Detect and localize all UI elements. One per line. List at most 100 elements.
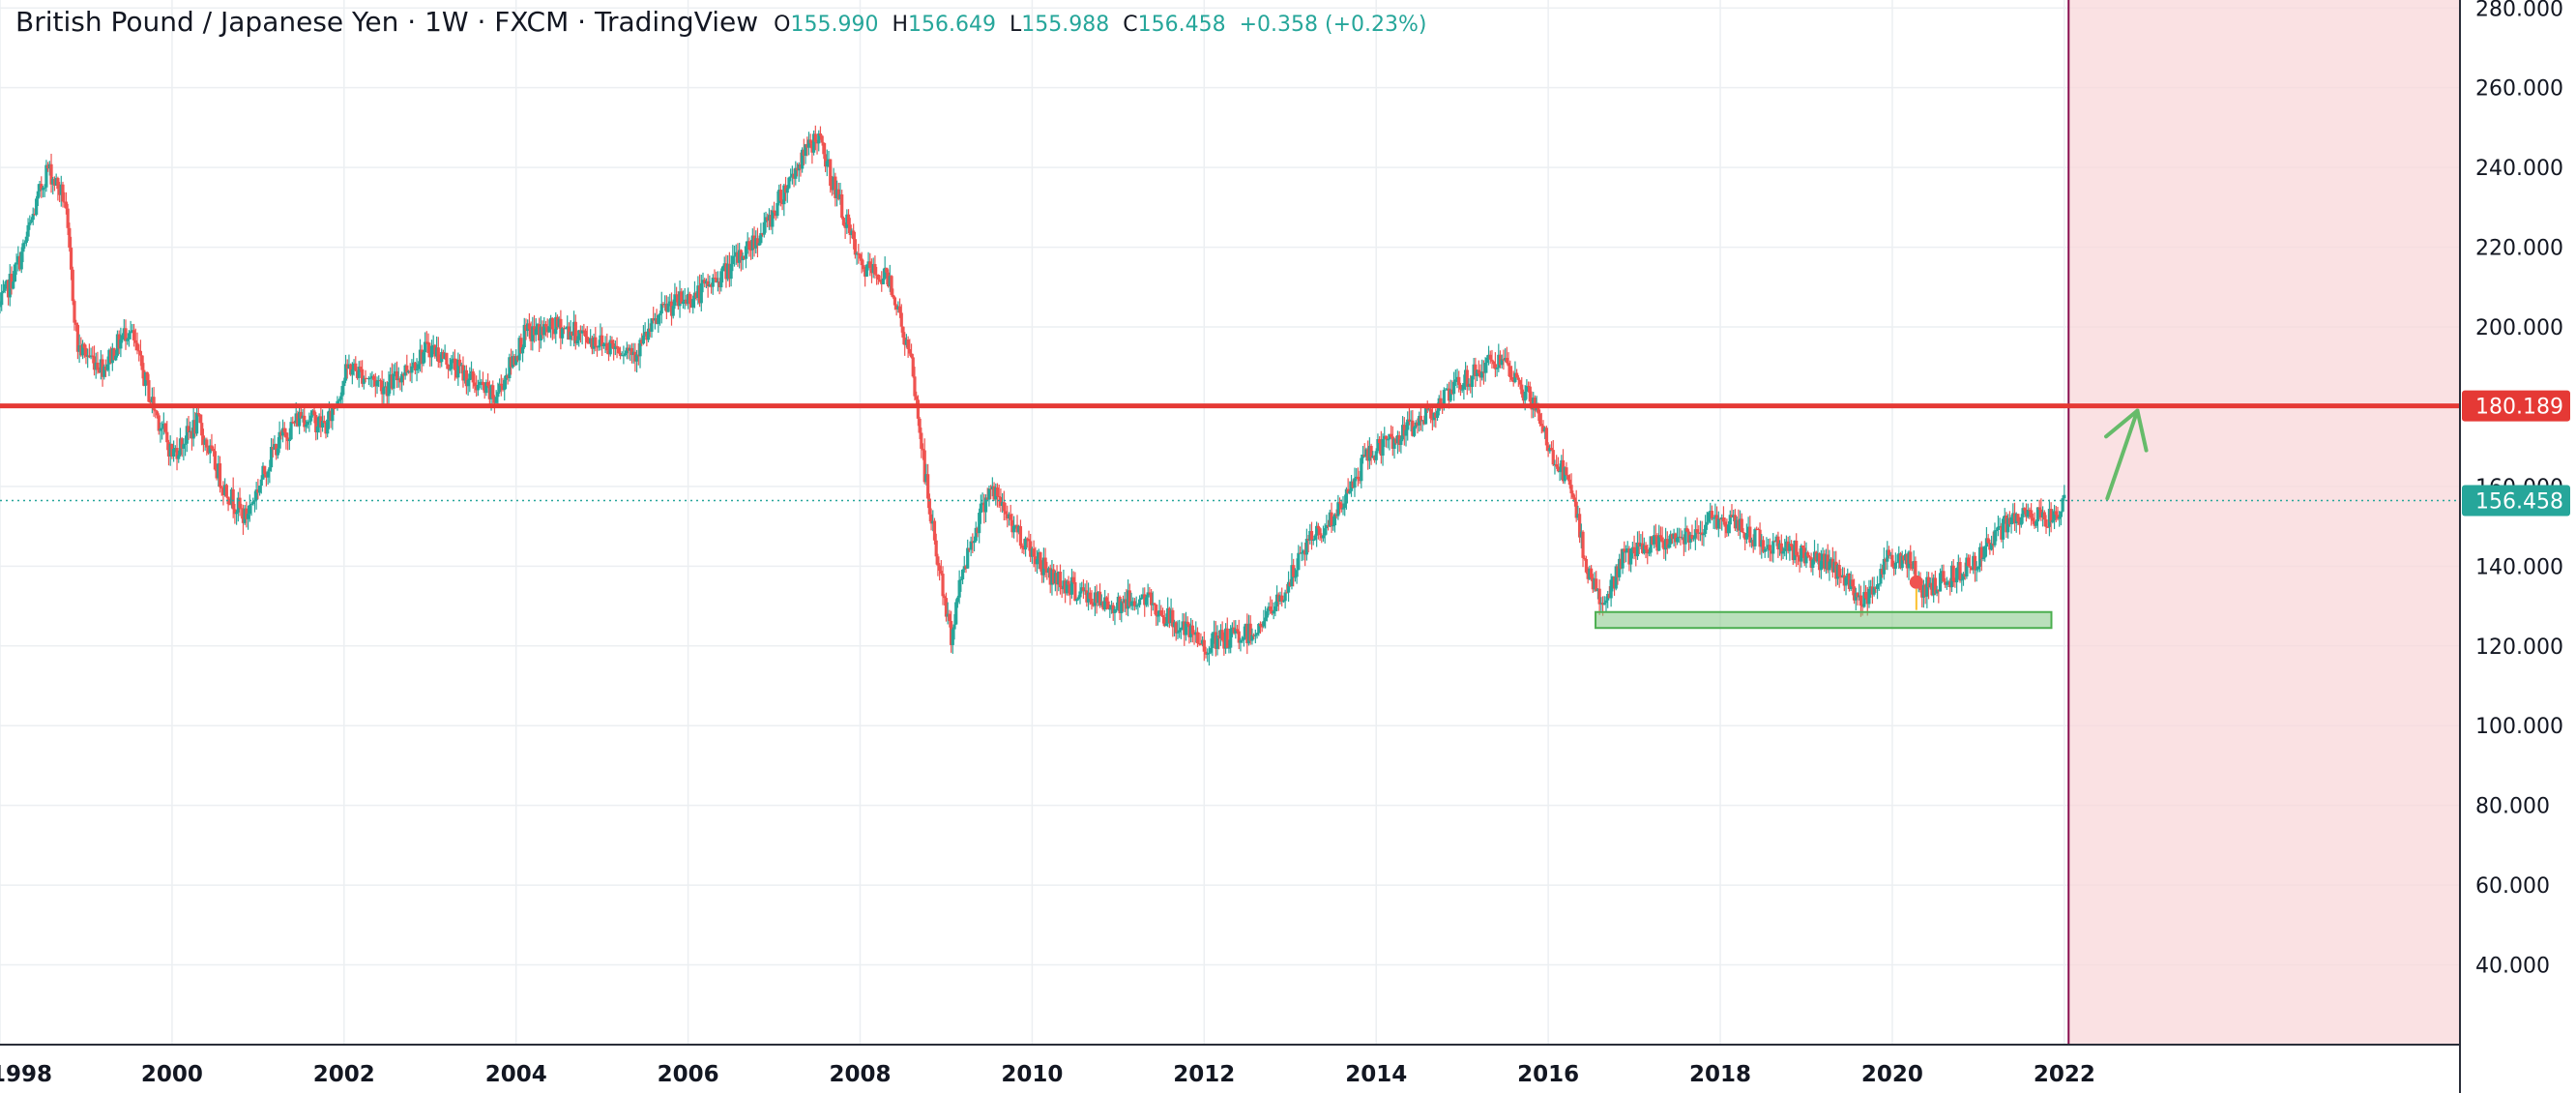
candle [424, 331, 428, 344]
candle [6, 279, 11, 306]
candle [764, 211, 768, 233]
candle [1253, 629, 1257, 644]
candle [1970, 567, 1974, 571]
candle [967, 547, 972, 552]
candle [2003, 508, 2006, 524]
candle [1058, 564, 1063, 595]
price-axis[interactable] [2460, 0, 2576, 1093]
candle [606, 341, 611, 362]
candle [154, 408, 158, 419]
candle [481, 371, 485, 391]
candle [909, 343, 914, 359]
candle [1108, 605, 1112, 618]
candle [1779, 534, 1783, 561]
candle [1092, 602, 1096, 607]
candle [229, 487, 234, 509]
symbol-title[interactable]: British Pound / Japanese Yen · 1W · FXCM… [15, 6, 759, 38]
candle [66, 203, 70, 236]
candle [77, 334, 81, 364]
candle [1830, 557, 1833, 568]
candle [746, 232, 749, 254]
candle [87, 343, 91, 359]
candle [1991, 531, 1995, 555]
candle [995, 483, 1000, 508]
candle [102, 364, 106, 380]
candle [273, 435, 277, 451]
candle [331, 407, 335, 430]
candle [349, 363, 353, 376]
candle [1470, 375, 1475, 399]
candle [2028, 507, 2032, 519]
candle [1504, 348, 1508, 363]
candle [750, 228, 754, 259]
arrow-shaft [2105, 408, 2140, 501]
candle [634, 349, 639, 373]
candle [491, 380, 495, 404]
candle [1217, 630, 1221, 650]
candle [122, 319, 126, 341]
upward-arrow-drawing[interactable] [2104, 408, 2149, 501]
candle [75, 322, 79, 360]
candle [1865, 586, 1869, 616]
candle [738, 243, 742, 269]
candle [680, 287, 684, 305]
candle [834, 172, 837, 207]
candle [972, 536, 977, 552]
candle [69, 236, 73, 281]
candle [666, 296, 670, 313]
candle [143, 371, 148, 397]
candle [1446, 383, 1449, 391]
candle [1283, 589, 1287, 609]
candle [823, 143, 828, 172]
candle [964, 564, 968, 574]
candle [908, 339, 912, 356]
candle [1025, 537, 1029, 548]
candle [359, 360, 363, 372]
candle [959, 576, 963, 592]
chart-legend[interactable]: British Pound / Japanese Yen · 1W · FXCM… [15, 6, 1427, 38]
candle [1589, 565, 1594, 581]
candle [1669, 530, 1673, 548]
candle [1788, 535, 1792, 561]
candle [257, 486, 262, 496]
candle [1298, 546, 1303, 554]
candle [1909, 545, 1913, 571]
candle [117, 330, 121, 355]
candle [1230, 622, 1234, 637]
time-axis-ticks[interactable]: 1998 2000 2002 2004 2006 2008 2010 2012 2014 2016… [0, 1062, 2095, 1087]
candle [1384, 435, 1389, 448]
candle [1735, 516, 1739, 532]
candle [33, 208, 37, 216]
candle [1306, 534, 1310, 553]
candle [1543, 426, 1547, 439]
candle [256, 479, 260, 500]
candle [1793, 540, 1797, 564]
candle [1278, 591, 1282, 606]
candle [629, 342, 634, 364]
candle [1109, 600, 1114, 614]
candle [1768, 538, 1771, 562]
event-marker[interactable] [1909, 575, 1923, 610]
event-marker-dot [1909, 575, 1923, 589]
candle [382, 378, 386, 405]
candle [941, 566, 945, 606]
candle [659, 291, 663, 324]
candle [1194, 621, 1198, 643]
candle [1975, 561, 1978, 582]
candle [625, 341, 629, 360]
candle [719, 268, 723, 292]
candle [1674, 532, 1678, 548]
support-zone-rectangle[interactable] [1595, 610, 2053, 630]
candle [580, 325, 584, 345]
candle [221, 481, 225, 506]
candle [994, 483, 998, 506]
candle [789, 168, 793, 182]
candle [226, 496, 230, 512]
candle [71, 266, 74, 306]
candle [1232, 620, 1236, 635]
candle [532, 314, 537, 343]
candle [36, 184, 40, 206]
candle [1539, 412, 1543, 434]
candle [1700, 520, 1704, 546]
